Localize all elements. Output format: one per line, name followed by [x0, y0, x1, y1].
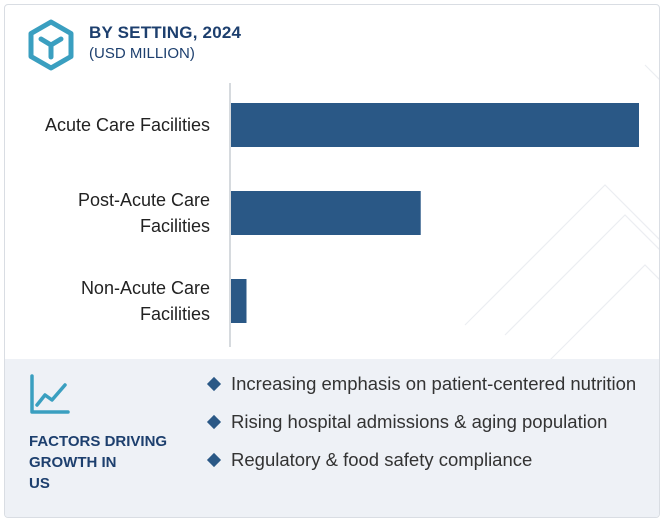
- factor-text: Regulatory & food safety compliance: [231, 449, 533, 470]
- chart-subtitle: (USD MILLION): [89, 45, 195, 62]
- factor-list: Increasing emphasis on patient-centered …: [205, 371, 655, 485]
- trend-chart-icon: [30, 374, 70, 414]
- bar: [231, 191, 421, 235]
- factor-item: Increasing emphasis on patient-centered …: [205, 371, 655, 397]
- factor-text: Increasing emphasis on patient-centered …: [231, 373, 637, 394]
- category-label: Facilities: [140, 216, 210, 236]
- diamond-bullet-icon: [206, 376, 222, 392]
- factor-item: Rising hospital admissions & aging popul…: [205, 409, 655, 435]
- factors-title-line: FACTORS DRIVING: [29, 433, 168, 450]
- factors-title-line: US: [29, 475, 50, 492]
- chart-title: BY SETTING, 2024: [89, 23, 242, 42]
- category-label: Facilities: [140, 304, 210, 324]
- category-label: Post-Acute Care: [78, 190, 210, 210]
- factor-text: Rising hospital admissions & aging popul…: [231, 411, 608, 432]
- category-label: Non-Acute Care: [81, 278, 210, 298]
- infographic-card: BY SETTING, 2024 (USD MILLION) Acute Car…: [4, 4, 660, 518]
- cube-logo-icon: [28, 19, 74, 71]
- factors-title-line: GROWTH IN: [29, 454, 117, 471]
- factors-panel: FACTORS DRIVING GROWTH IN US Increasing …: [5, 359, 659, 517]
- diamond-bullet-icon: [206, 452, 222, 468]
- diamond-bullet-icon: [206, 414, 222, 430]
- bar-chart: Acute Care Facilities Post-Acute Care Faci…: [45, 83, 639, 347]
- factors-title: FACTORS DRIVING GROWTH IN US: [29, 431, 189, 494]
- bar: [231, 279, 247, 323]
- category-label: Acute Care Facilities: [45, 115, 210, 135]
- factor-item: Regulatory & food safety compliance: [205, 447, 655, 473]
- bar: [231, 103, 639, 147]
